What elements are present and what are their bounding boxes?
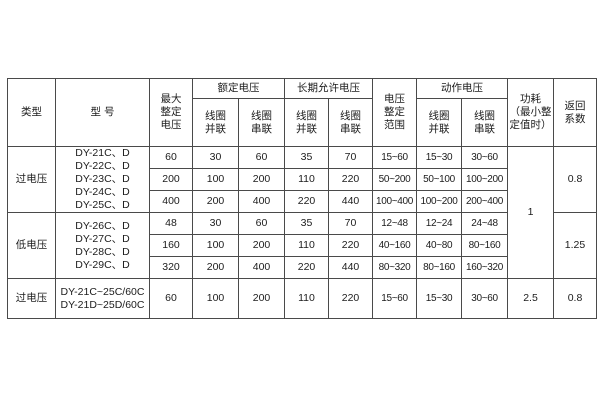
table-cell: 160~320	[461, 256, 508, 279]
table-row: 160 100 200 110 220 40~160 40~80 80~160	[8, 234, 597, 257]
power-cell-60c: 2.5	[507, 278, 554, 319]
table-row: 过电压 DY-21C、D DY-22C、D DY-23C、D DY-24C、D …	[7, 146, 597, 279]
table-cell: 60	[238, 212, 285, 235]
table-cell: 160	[149, 234, 193, 257]
table-cell: 220	[284, 256, 329, 279]
table-cell: 110	[284, 234, 329, 257]
table-cell: 220	[284, 190, 329, 213]
header-operating-voltage-group: 动作电压	[416, 78, 508, 99]
table-cell: 30~60	[461, 278, 508, 319]
table-cell: 50~100	[416, 168, 462, 191]
header-voltage-setting-range: 电压 整定 范围	[372, 78, 417, 147]
table-cell: 80~160	[416, 256, 462, 279]
table-cell: 220	[328, 278, 373, 319]
table-cell: 24~48	[461, 212, 508, 235]
power-cell-shared: 1	[507, 146, 554, 279]
header-model: 型 号	[55, 78, 150, 147]
header-row-sub: 线圈 并联 线圈 串联 线圈 并联 线圈 串联 线圈 并联 线圈 串联	[8, 98, 597, 147]
header-row-groups: 类型 型 号 最大 整定 电压 额定电压 长期允许电压 电压 整定 范围 动作电…	[7, 78, 597, 147]
table-cell: 200	[192, 190, 239, 213]
table-cell: 220	[328, 234, 373, 257]
type-cell-overvoltage-60c: 过电压	[7, 278, 56, 319]
table-cell: 200	[192, 256, 239, 279]
header-operating-coil-parallel: 线圈 并联	[416, 98, 462, 147]
table-cell: 100	[192, 278, 239, 319]
table-row: 320 200 400 220 440 80~320 80~160 160~32…	[8, 256, 597, 279]
table-cell: 100~400	[372, 190, 417, 213]
return-cell-undervoltage: 1.25	[553, 212, 597, 279]
type-cell-undervoltage: 低电压	[7, 212, 56, 279]
table-cell: 12~24	[416, 212, 462, 235]
header-type: 类型	[7, 78, 56, 147]
table-cell: 30	[192, 212, 239, 235]
table-cell: 400	[238, 256, 285, 279]
table-cell: 200~400	[461, 190, 508, 213]
type-cell-overvoltage: 过电压	[7, 146, 56, 213]
table-cell: 60	[238, 146, 285, 169]
table-cell: 15~30	[416, 146, 462, 169]
model-cell-overvoltage: DY-21C、D DY-22C、D DY-23C、D DY-24C、D DY-2…	[55, 146, 150, 213]
table-cell: 440	[328, 190, 373, 213]
header-power-consumption: 功耗 （最小整 定值时）	[507, 78, 554, 147]
table-cell: 15~60	[372, 146, 417, 169]
header-rated-voltage-group: 额定电压	[192, 78, 285, 99]
table-cell: 200	[238, 234, 285, 257]
table-cell: 70	[328, 212, 373, 235]
table-cell: 400	[149, 190, 193, 213]
table-cell: 15~60	[372, 278, 417, 319]
header-longterm-coil-series: 线圈 串联	[328, 98, 373, 147]
table-cell: 100	[192, 168, 239, 191]
table-cell: 440	[328, 256, 373, 279]
table-cell: 50~200	[372, 168, 417, 191]
table-cell: 100~200	[416, 190, 462, 213]
header-max-setting-voltage: 最大 整定 电压	[149, 78, 193, 147]
table-cell: 70	[328, 146, 373, 169]
table-cell: 40~160	[372, 234, 417, 257]
header-operating-coil-series: 线圈 串联	[461, 98, 508, 147]
table-cell: 60	[149, 278, 193, 319]
header-rated-coil-parallel: 线圈 并联	[192, 98, 239, 147]
header-longterm-coil-parallel: 线圈 并联	[284, 98, 329, 147]
table-cell: 80~320	[372, 256, 417, 279]
table-cell: 220	[328, 168, 373, 191]
table-cell: 200	[238, 278, 285, 319]
header-long-term-voltage-group: 长期允许电压	[284, 78, 373, 99]
table-cell: 40~80	[416, 234, 462, 257]
table-cell: 30	[192, 146, 239, 169]
table-cell: 15~30	[416, 278, 462, 319]
table-cell: 400	[238, 190, 285, 213]
table-cell: 80~160	[461, 234, 508, 257]
table-row: 过电压 DY-21C~25C/60C DY-21D~25D/60C 60 100…	[7, 278, 597, 319]
model-cell-undervoltage: DY-26C、D DY-27C、D DY-28C、D DY-29C、D	[55, 212, 150, 279]
header-rated-coil-series: 线圈 串联	[238, 98, 285, 147]
table-cell: 200	[149, 168, 193, 191]
table-cell: 12~48	[372, 212, 417, 235]
table-cell: 110	[284, 278, 329, 319]
table-cell: 48	[149, 212, 193, 235]
model-cell-overvoltage-60c: DY-21C~25C/60C DY-21D~25D/60C	[55, 278, 150, 319]
table-cell: 110	[284, 168, 329, 191]
table-row: 400 200 400 220 440 100~400 100~200 200~…	[8, 190, 597, 213]
table-cell: 35	[284, 146, 329, 169]
return-cell-60c: 0.8	[553, 278, 597, 319]
table-cell: 320	[149, 256, 193, 279]
table-cell: 35	[284, 212, 329, 235]
table-cell: 100~200	[461, 168, 508, 191]
table-cell: 200	[238, 168, 285, 191]
table-cell: 30~60	[461, 146, 508, 169]
return-cell-overvoltage: 0.8	[553, 146, 597, 213]
table-cell: 100	[192, 234, 239, 257]
header-return-coefficient: 返回 系数	[553, 78, 597, 147]
relay-spec-table: 类型 型 号 最大 整定 电压 额定电压 长期允许电压 电压 整定 范围 动作电…	[7, 78, 597, 319]
table-cell: 60	[149, 146, 193, 169]
